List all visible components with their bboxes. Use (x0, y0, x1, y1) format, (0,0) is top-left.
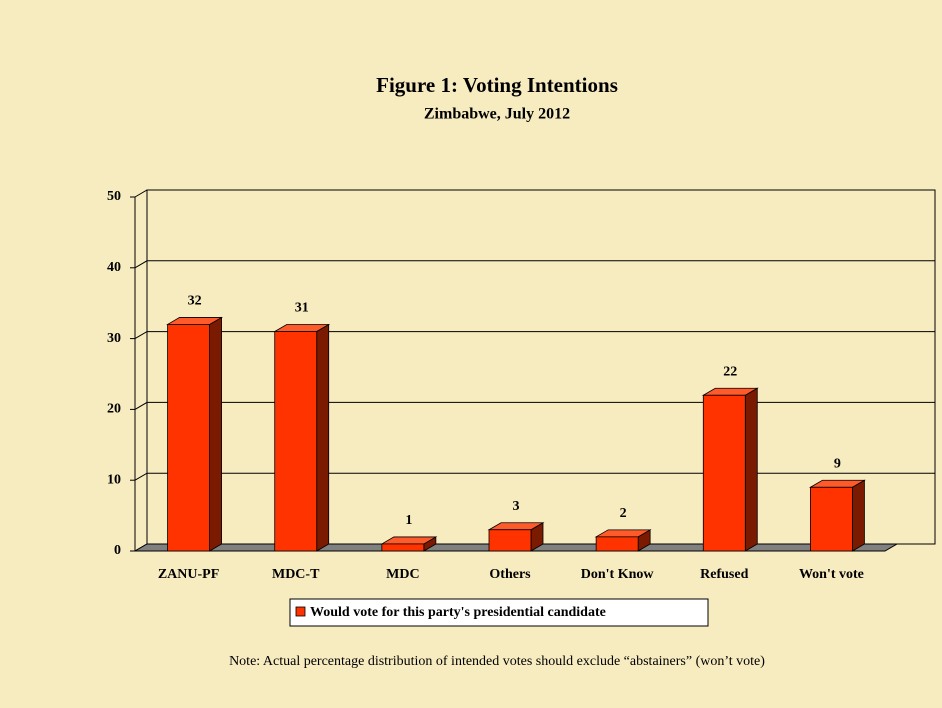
grid-line (134, 260, 935, 269)
bar (702, 394, 746, 552)
y-tick-label: 20 (107, 402, 121, 417)
legend-box (289, 598, 709, 627)
x-tick-label: ZANU-PF (158, 567, 219, 582)
legend-swatch (295, 606, 306, 617)
x-tick-label: Don't Know (581, 567, 655, 582)
x-tick-label: Others (489, 567, 531, 582)
data-label: 1 (405, 513, 412, 528)
data-label: 2 (620, 506, 627, 521)
y-tick-label: 40 (107, 260, 121, 275)
bar (274, 331, 318, 552)
bar-side (852, 479, 865, 552)
bar (488, 529, 532, 552)
chart-title: Figure 1: Voting Intentions (376, 73, 618, 97)
bar (167, 324, 210, 552)
y-tick-label: 50 (107, 189, 121, 204)
bar (381, 543, 425, 552)
grid-line (134, 331, 935, 340)
note: Note: Actual percentage distribution of … (229, 654, 765, 669)
grid-line (134, 472, 935, 481)
x-tick-label: Won't vote (799, 567, 864, 582)
data-label: 9 (834, 456, 841, 471)
data-label: 31 (295, 301, 309, 316)
y-tick-label: 10 (107, 472, 121, 487)
bar (810, 486, 853, 552)
bar-side (316, 323, 330, 552)
x-tick-label: MDC-T (272, 567, 320, 582)
bar (595, 536, 639, 552)
y-tick-label: 30 (107, 331, 121, 346)
data-label: 32 (188, 294, 202, 309)
data-label: 3 (513, 499, 520, 514)
x-tick-label: MDC (386, 567, 419, 582)
x-tick-label: Refused (700, 567, 748, 582)
chart-subtitle: Zimbabwe, July 2012 (424, 106, 570, 123)
y-tick-label: 0 (114, 543, 121, 558)
grid-line (134, 401, 935, 410)
grid-line (134, 189, 935, 198)
legend-label: Would vote for this party's presidential… (310, 605, 606, 620)
bar-side (744, 387, 758, 552)
bar-side (209, 316, 222, 552)
data-label: 22 (723, 364, 737, 379)
